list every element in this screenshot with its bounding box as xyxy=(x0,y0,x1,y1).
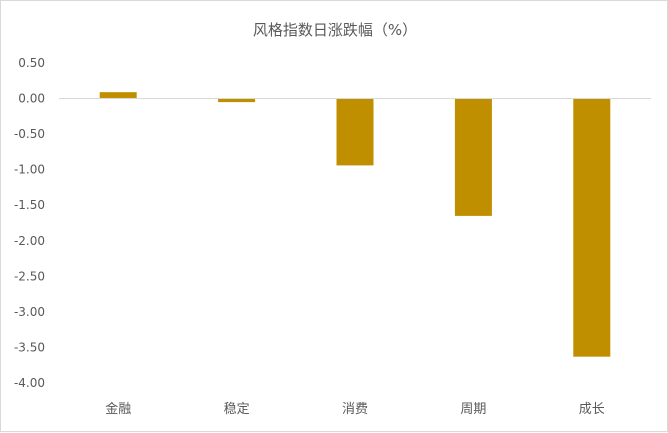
x-category-label: 消费 xyxy=(342,402,368,417)
x-category-label: 稳定 xyxy=(224,401,250,417)
y-tick-label: -2.50 xyxy=(14,269,45,283)
bar-3 xyxy=(336,98,374,166)
bar-2 xyxy=(218,98,256,103)
x-axis-labels: 金融 稳定 消费 周期 成长 xyxy=(105,401,605,417)
y-axis-ticks: 0.50 0.00 -0.50 -1.00 -1.50 -2.00 -2.50 -3.00 -3… xyxy=(14,56,45,390)
y-tick-label: -1.50 xyxy=(14,198,45,212)
bar-5 xyxy=(573,98,611,357)
y-tick-label: -3.00 xyxy=(14,305,45,319)
y-tick-label: -4.00 xyxy=(14,376,45,390)
x-category-label: 周期 xyxy=(460,402,486,417)
y-tick-label: -0.50 xyxy=(14,127,45,141)
y-tick-label: -1.00 xyxy=(14,163,45,177)
x-category-label: 成长 xyxy=(579,402,605,417)
bar-1 xyxy=(99,92,137,99)
y-tick-label: 0.50 xyxy=(18,56,45,70)
y-tick-label: -3.50 xyxy=(14,340,45,354)
x-category-label: 金融 xyxy=(105,401,131,417)
y-tick-label: 0.00 xyxy=(18,92,45,106)
chart-title: 风格指数日涨跌幅（%） xyxy=(253,21,417,39)
bars xyxy=(99,92,611,357)
bar-4 xyxy=(454,98,492,216)
y-tick-label: -2.00 xyxy=(14,234,45,248)
